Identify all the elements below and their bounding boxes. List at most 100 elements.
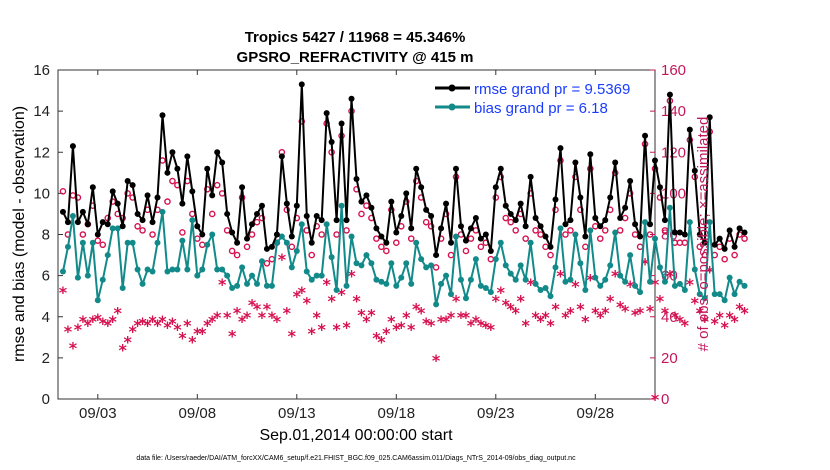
obs-possible-point: [731, 251, 738, 259]
rmse-point: [219, 159, 226, 166]
obs-assimilated-point: *: [193, 324, 202, 343]
legend-bias-label: bias grand pr = 6.18: [474, 100, 608, 117]
bias-point: [597, 282, 604, 289]
obs-assimilated-point: *: [556, 267, 565, 286]
rmse-point: [104, 221, 111, 228]
bias-point: [602, 276, 609, 283]
obs-assimilated-point: *: [621, 302, 630, 321]
rmse-point: [174, 165, 181, 172]
bias-point: [696, 291, 703, 298]
obs-assimilated-point: *: [531, 308, 540, 327]
obs-assimilated-point: *: [228, 326, 237, 345]
obs-possible-point: [79, 231, 87, 238]
bias-point: [622, 278, 629, 285]
rmse-point: [134, 210, 141, 217]
x-tick-label: 09/08: [179, 405, 217, 422]
obs-possible-point: [124, 190, 131, 197]
chart-title-line2: GPSRO_REFRACTIVITY @ 415 m: [237, 49, 474, 66]
bias-point: [617, 272, 624, 279]
rmse-point: [438, 225, 445, 232]
rmse-point: [139, 217, 146, 224]
rmse-point: [467, 225, 474, 232]
bias-point: [268, 282, 275, 289]
rmse-point: [577, 194, 584, 201]
rmse-point: [721, 245, 728, 252]
obs-assimilated-point: *: [432, 351, 441, 370]
rmse-point: [507, 210, 514, 217]
obs-possible-point: [407, 235, 415, 242]
bias-point: [109, 225, 116, 232]
rmse-point: [234, 239, 241, 246]
obs-assimilated-point: *: [686, 275, 695, 294]
rmse-point: [448, 239, 455, 246]
obs-assimilated-point: *: [735, 300, 744, 319]
rmse-point: [617, 215, 624, 222]
bias-point: [348, 233, 355, 240]
obs-possible-point: [203, 185, 211, 193]
obs-possible-point: [567, 227, 574, 234]
bias-point: [642, 219, 649, 226]
obs-assimilated-point: *: [417, 304, 426, 323]
rmse-point: [457, 223, 464, 230]
obs-assimilated-point: *: [626, 277, 635, 296]
bias-point: [179, 237, 186, 244]
obs-assimilated-point: *: [372, 328, 381, 347]
bias-point: [647, 278, 654, 285]
obs-assimilated-point: *: [656, 291, 665, 310]
rmse-point: [169, 149, 176, 156]
bias-point: [74, 274, 81, 281]
y-left-axis-label: rmse and bias (model - observation): [11, 106, 28, 362]
obs-possible-point: [512, 227, 520, 234]
rmse-point: [59, 208, 66, 215]
bias-point: [89, 239, 96, 246]
rmse-point: [119, 223, 126, 230]
obs-possible-point: [134, 222, 141, 230]
bias-point: [438, 280, 445, 287]
obs-assimilated-point: *: [392, 320, 401, 339]
obs-assimilated-point: *: [437, 312, 446, 331]
bias-point: [303, 268, 310, 275]
obs-assimilated-point: *: [502, 295, 511, 314]
bias-point: [398, 274, 405, 281]
rmse-point: [293, 202, 300, 209]
rmse-point: [388, 198, 395, 205]
rmse-point: [298, 81, 305, 88]
rmse-point: [273, 231, 280, 238]
rmse-point: [418, 184, 425, 191]
obs-assimilated-point: *: [362, 312, 371, 331]
obs-assimilated-point: *: [561, 308, 570, 327]
bias-point: [204, 241, 211, 248]
rmse-point: [258, 202, 265, 209]
bias-point: [497, 239, 504, 246]
rmse-point: [567, 217, 574, 224]
rmse-point: [582, 233, 589, 240]
obs-assimilated-point: *: [337, 285, 346, 304]
bias-point: [612, 229, 619, 236]
bias-point: [656, 264, 663, 271]
x-tick-label: 09/28: [577, 405, 615, 422]
rmse-point: [492, 184, 499, 191]
rmse-point: [368, 204, 375, 211]
bias-point: [263, 282, 270, 289]
obs-assimilated-point: *: [109, 312, 118, 331]
obs-possible-point: [363, 202, 370, 210]
obs-assimilated-point: *: [357, 306, 366, 325]
obs-assimilated-point: *: [233, 304, 242, 323]
obs-assimilated-point: *: [89, 312, 98, 331]
obs-assimilated-point: *: [492, 291, 501, 310]
y-right-tick-label: 140: [661, 103, 686, 120]
rmse-point: [696, 231, 703, 238]
bias-point: [174, 266, 181, 273]
obs-assimilated-point: *: [412, 300, 421, 319]
rmse-point: [547, 243, 554, 250]
bias-point: [652, 235, 658, 242]
bias-point: [154, 239, 161, 246]
obs-assimilated-point: *: [681, 316, 690, 335]
chart-title-line1: Tropics 5427 / 11968 = 45.346%: [245, 29, 466, 46]
bias-point: [388, 260, 395, 267]
obs-possible-point: [696, 243, 704, 251]
obs-assimilated-point: *: [661, 304, 670, 323]
x-tick-label: 09/03: [79, 405, 117, 422]
bias-point: [607, 262, 614, 269]
obs-possible-point: [716, 243, 723, 251]
